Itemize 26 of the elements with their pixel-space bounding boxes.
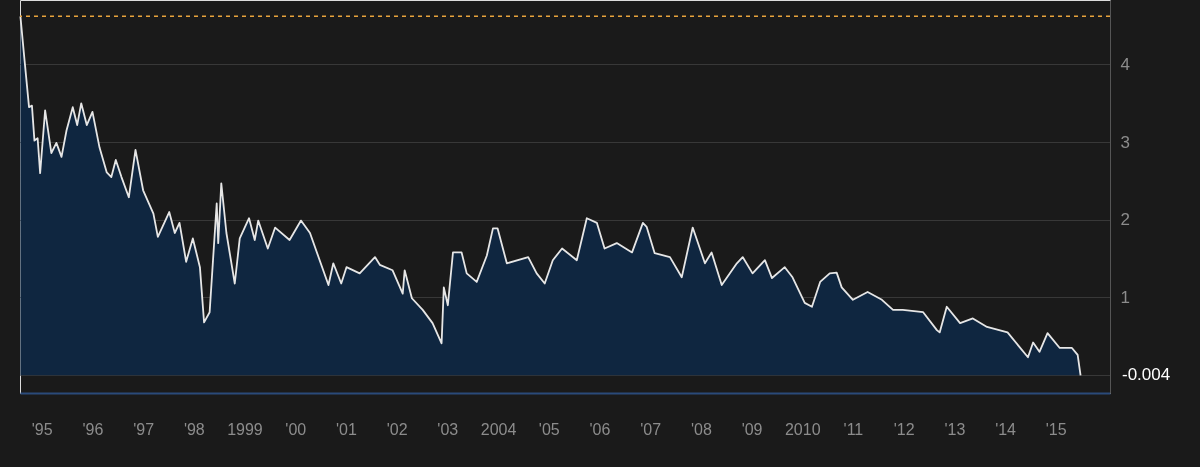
x-tick-label: '02 (386, 420, 408, 438)
x-tick-label: '06 (589, 420, 611, 438)
annotation: -0.004 (1122, 365, 1171, 385)
x-tick-label: '00 (285, 420, 307, 438)
x-tick-label: '12 (893, 420, 915, 438)
x-tick-label: '97 (133, 420, 155, 438)
y-tick-label: 4 (1120, 54, 1130, 74)
x-tick-label: 2010 (784, 420, 821, 438)
y-tick-label: 3 (1120, 132, 1130, 152)
x-tick-label: '98 (183, 420, 205, 438)
y-tick-label: 1 (1120, 287, 1130, 307)
x-tick-label: '14 (995, 420, 1017, 438)
x-tick-label: '13 (944, 420, 966, 438)
x-tick-label: '01 (336, 420, 357, 438)
x-tick-label: '03 (437, 420, 459, 438)
y-tick-label: 2 (1120, 210, 1130, 230)
x-tick-label: '07 (640, 420, 662, 438)
x-tick-label: '08 (690, 420, 712, 438)
x-tick-label: '05 (538, 420, 560, 438)
x-tick-label: 1999 (227, 420, 263, 438)
x-tick-label: '09 (741, 420, 763, 438)
x-tick-label: '96 (82, 420, 104, 438)
x-tick-label: '15 (1045, 420, 1067, 438)
x-tick-label: '11 (843, 420, 864, 438)
x-tick-label: 2004 (480, 420, 517, 438)
x-tick-label: '95 (31, 420, 53, 438)
